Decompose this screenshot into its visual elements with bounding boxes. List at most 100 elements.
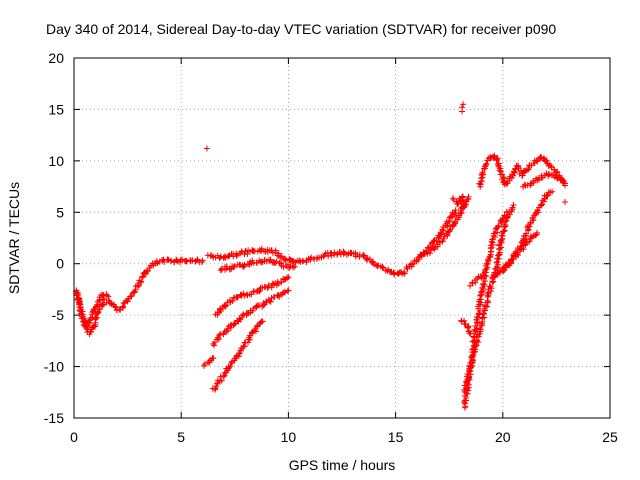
data-point (198, 259, 205, 266)
x-axis-label: GPS time / hours (289, 457, 396, 473)
data-point (496, 167, 503, 174)
data-point (229, 298, 236, 305)
data-point (433, 238, 440, 245)
y-tick-label: -15 (44, 410, 64, 426)
data-point (507, 260, 514, 267)
data-point (527, 220, 534, 227)
data-point (473, 326, 480, 333)
x-tick-labels: 0 5 10 15 20 25 (70, 429, 618, 445)
plot-frame (73, 57, 611, 419)
data-point (429, 240, 436, 247)
data-point (89, 314, 96, 321)
y-tick-label: 15 (48, 101, 64, 117)
data-point (426, 250, 433, 257)
x-tick-label: 0 (70, 429, 78, 445)
data-point (491, 152, 498, 159)
data-point (494, 161, 501, 168)
data-point (543, 193, 550, 200)
data-point (235, 350, 242, 357)
data-point (554, 175, 561, 182)
data-point (291, 263, 298, 270)
data-point (321, 252, 328, 259)
data-point (203, 145, 210, 152)
data-point (424, 250, 431, 257)
data-point (253, 303, 260, 310)
data-point (403, 264, 410, 271)
data-point (240, 311, 247, 318)
data-point (285, 287, 292, 294)
data-points (73, 101, 568, 411)
data-point (479, 287, 486, 294)
data-point (375, 262, 382, 269)
data-point (452, 209, 459, 216)
data-point (529, 233, 536, 240)
data-point (281, 289, 288, 296)
data-point (460, 198, 467, 205)
y-axis-label: SDTVAR / TECUs (6, 182, 22, 294)
data-point (440, 235, 447, 242)
data-point (337, 251, 344, 258)
data-point (466, 368, 473, 375)
data-point (447, 226, 454, 233)
data-point (84, 322, 91, 329)
data-point (469, 280, 476, 287)
data-point (480, 271, 487, 277)
data-point (452, 207, 459, 214)
data-point (280, 263, 287, 270)
data-point (463, 386, 470, 393)
data-point (537, 202, 544, 209)
data-point (463, 378, 470, 385)
data-point (510, 252, 517, 259)
x-tick-label: 25 (602, 429, 618, 445)
data-point (478, 274, 485, 281)
data-point (273, 258, 280, 265)
data-point (549, 188, 556, 195)
data-point (478, 172, 485, 179)
data-point (211, 342, 218, 349)
data-point (510, 202, 517, 209)
data-point (119, 304, 126, 311)
data-point (177, 257, 184, 264)
data-point (487, 283, 494, 290)
data-point (278, 278, 285, 285)
data-point (466, 374, 473, 381)
y-tick-label: 5 (56, 204, 64, 220)
data-point (504, 214, 511, 221)
data-point (296, 257, 303, 264)
data-point (284, 275, 291, 282)
data-point (233, 252, 240, 259)
chart-title: Day 340 of 2014, Sidereal Day-to-day VTE… (46, 21, 556, 37)
y-tick-label: -10 (44, 359, 64, 375)
x-tick-label: 5 (177, 429, 185, 445)
data-point (534, 229, 541, 236)
data-point (79, 313, 86, 320)
data-point (231, 263, 238, 270)
data-point (264, 284, 271, 291)
y-tick-label: 10 (48, 153, 64, 169)
data-point (542, 195, 549, 202)
data-point (501, 266, 508, 273)
data-point (459, 193, 466, 200)
data-point (509, 204, 516, 211)
data-point (519, 172, 526, 179)
data-point (482, 161, 489, 168)
x-tick-label: 20 (495, 429, 511, 445)
data-point (259, 318, 266, 325)
data-point (495, 269, 502, 276)
data-point (465, 193, 472, 200)
data-point (479, 169, 486, 176)
data-point (267, 298, 274, 305)
data-point (495, 222, 502, 229)
data-point (391, 271, 398, 278)
data-point (483, 160, 490, 167)
data-point (128, 293, 135, 300)
data-point (216, 332, 223, 339)
data-point (497, 171, 504, 178)
data-point (471, 348, 478, 355)
data-point (459, 108, 466, 115)
data-point (227, 363, 234, 370)
data-point (452, 219, 459, 226)
data-point (277, 254, 284, 261)
data-point (526, 238, 533, 245)
data-point (138, 278, 145, 285)
